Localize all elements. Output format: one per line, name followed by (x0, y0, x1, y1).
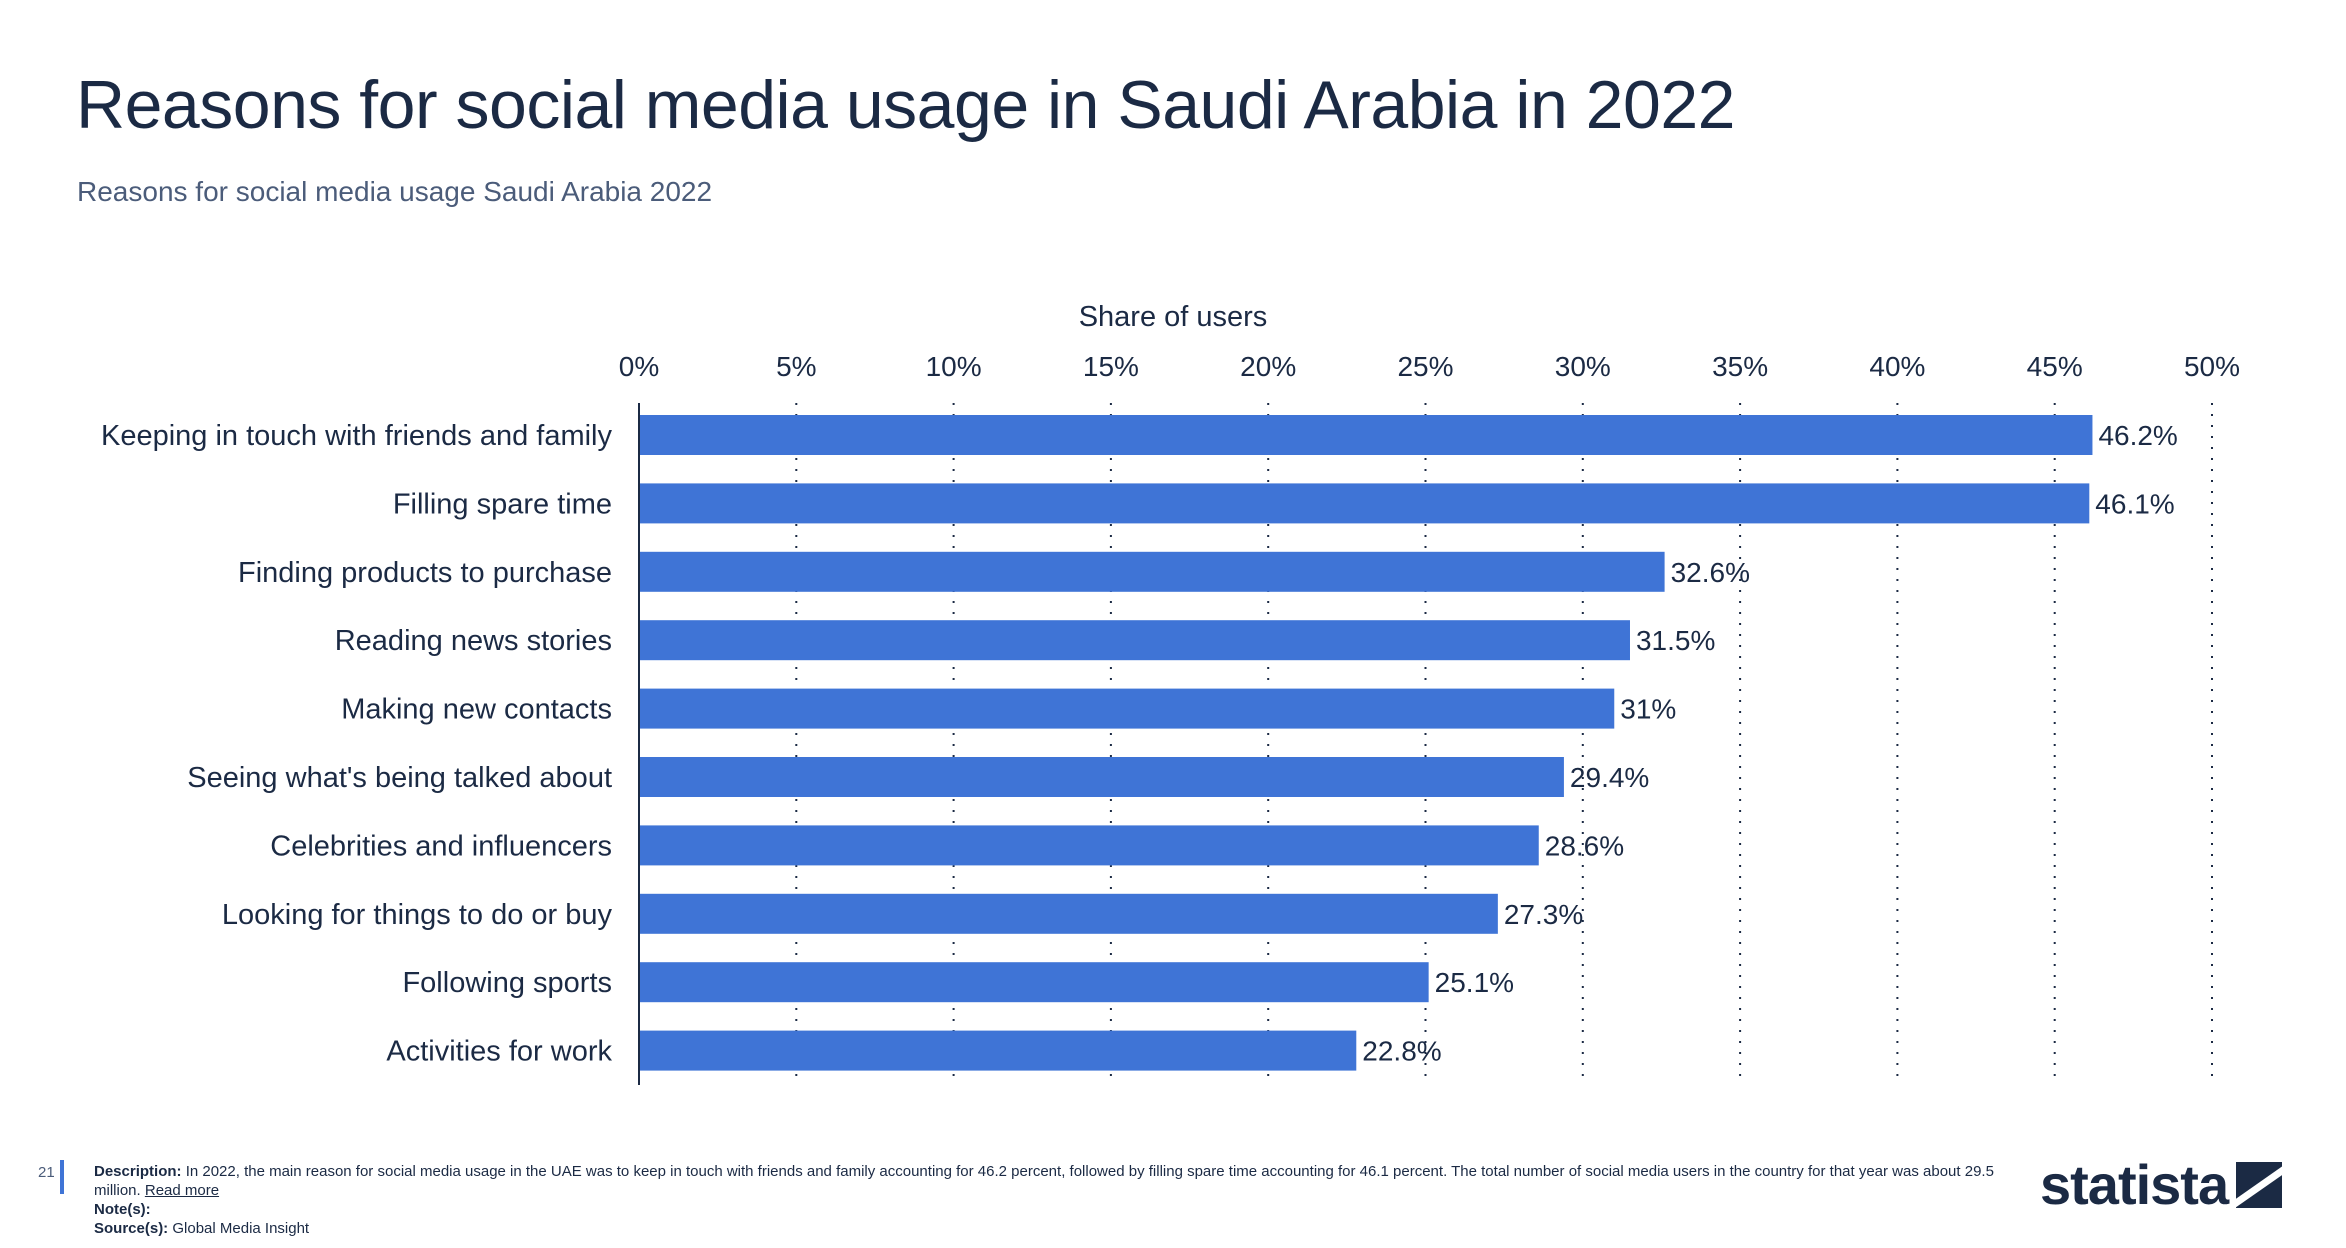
description-text: In 2022, the main reason for social medi… (94, 1163, 1994, 1199)
bar (639, 483, 2090, 524)
value-label: 25.1% (1435, 967, 1514, 998)
category-label: Filling spare time (393, 488, 612, 520)
source-text: Global Media Insight (172, 1220, 310, 1237)
bar (639, 962, 1429, 1003)
bar (639, 757, 1564, 797)
value-label: 29.4% (1570, 762, 1649, 793)
category-label: Activities for work (386, 1036, 612, 1068)
value-label: 28.6% (1545, 830, 1624, 861)
value-label: 46.2% (2098, 420, 2177, 451)
x-tick-label: 15% (1083, 351, 1139, 382)
value-label: 27.3% (1504, 899, 1583, 930)
x-tick-label: 45% (2027, 351, 2083, 382)
bar-chart: Share of users 0% 5% 10% 15% 20% 25% 30% 35% 40%… (101, 301, 2240, 1085)
category-label: Making new contacts (341, 694, 612, 726)
value-label: 31.5% (1636, 625, 1715, 656)
category-label: Seeing what's being talked about (187, 762, 612, 794)
description-label: Description: (94, 1163, 182, 1180)
read-more-link[interactable]: Read more (144, 1182, 220, 1199)
bar (639, 415, 2093, 455)
bar (639, 688, 1615, 729)
bar (639, 893, 1498, 934)
page-subtitle: Reasons for social media usage Saudi Ara… (77, 176, 713, 207)
value-label: 31% (1620, 694, 1676, 725)
x-axis-label: Share of users (1079, 301, 1268, 333)
x-tick-label: 10% (926, 351, 982, 382)
bar (639, 825, 1539, 866)
x-tick-label: 30% (1555, 351, 1611, 382)
x-tick-label: 0% (619, 351, 659, 382)
logo-text: statista (2040, 1153, 2229, 1216)
value-label: 22.8% (1362, 1036, 1441, 1067)
notes-label: Note(s): (94, 1201, 151, 1218)
value-label: 32.6% (1671, 557, 1750, 588)
x-tick-label: 40% (1869, 351, 1925, 382)
value-label: 46.1% (2095, 488, 2174, 519)
category-label: Finding products to purchase (238, 557, 612, 589)
x-tick-label: 50% (2184, 351, 2240, 382)
x-tick-label: 20% (1240, 351, 1296, 382)
bar (639, 620, 1630, 661)
x-tick-label: 35% (1712, 351, 1768, 382)
page-title: Reasons for social media usage in Saudi … (76, 67, 1735, 143)
bar (639, 551, 1665, 592)
category-label: Looking for things to do or buy (222, 899, 613, 931)
x-tick-label: 25% (1397, 351, 1453, 382)
x-tick-label: 5% (776, 351, 816, 382)
bar (639, 1030, 1357, 1071)
statista-logo[interactable]: statista (2040, 1152, 2283, 1217)
description-block: Description: In 2022, the main reason fo… (94, 1162, 1994, 1238)
statista-logo-icon (2236, 1162, 2283, 1208)
footer: 21 Description: In 2022, the main reason… (0, 1150, 2346, 1248)
source-label: Source(s): (94, 1220, 169, 1237)
category-label: Keeping in touch with friends and family (101, 420, 613, 452)
accent-bar (60, 1160, 64, 1194)
page-number: 21 (38, 1164, 55, 1181)
category-label: Celebrities and influencers (270, 830, 612, 862)
category-label: Reading news stories (335, 625, 612, 657)
category-label: Following sports (402, 967, 612, 999)
